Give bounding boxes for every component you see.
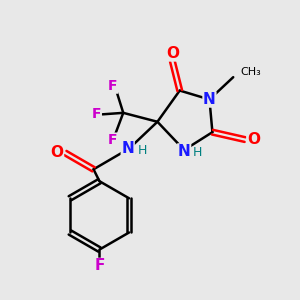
Text: H: H: [138, 143, 147, 157]
Text: F: F: [92, 107, 101, 121]
Text: O: O: [166, 46, 179, 61]
Text: N: N: [178, 144, 190, 159]
Text: CH₃: CH₃: [241, 67, 261, 77]
Text: F: F: [94, 258, 105, 273]
Text: O: O: [50, 146, 64, 160]
Text: N: N: [121, 141, 134, 156]
Text: F: F: [108, 133, 118, 147]
Text: H: H: [193, 146, 202, 160]
Text: F: F: [108, 79, 118, 93]
Text: O: O: [247, 132, 260, 147]
Text: N: N: [203, 92, 216, 107]
